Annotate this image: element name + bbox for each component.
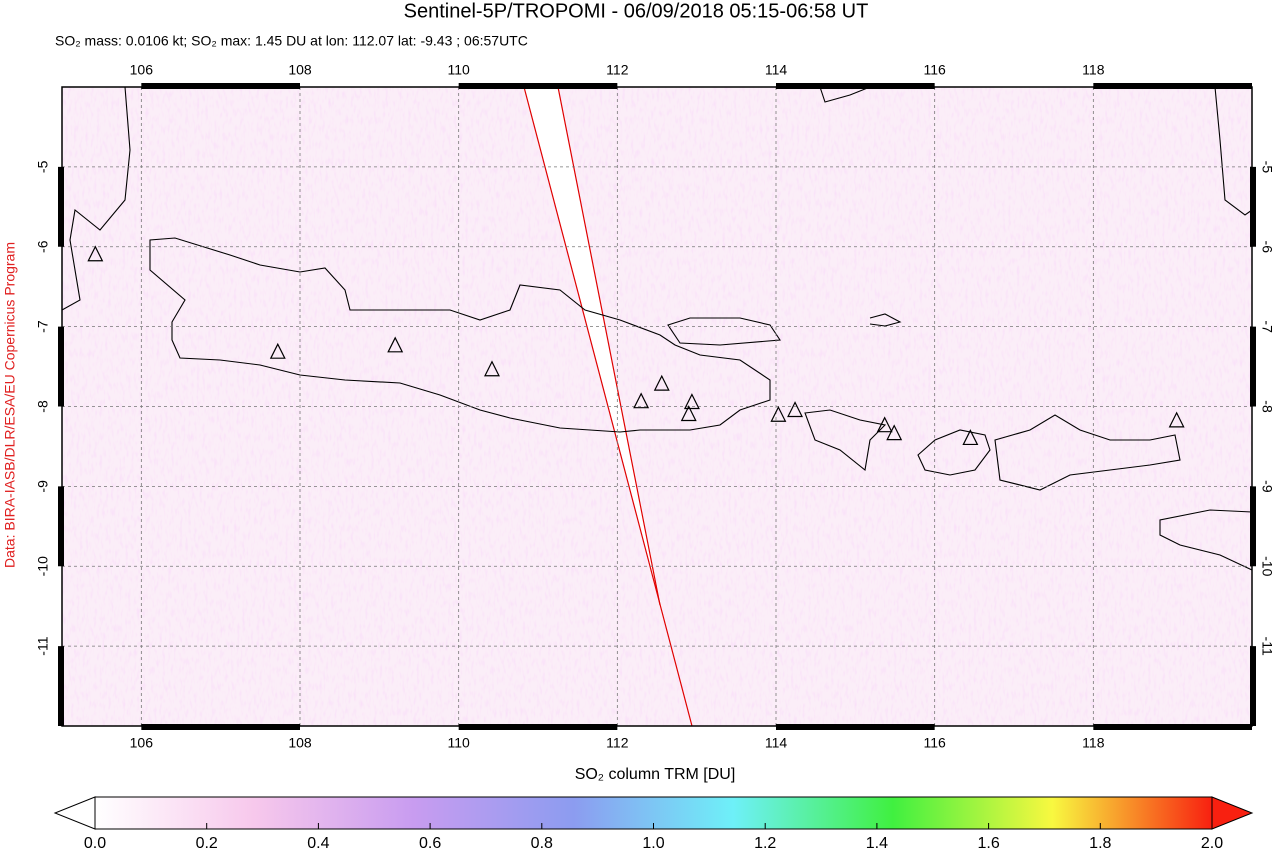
colorbar-tick-label: 1.8	[1089, 835, 1111, 852]
colorbar-over	[1211, 796, 1254, 830]
frame-bar	[1250, 326, 1256, 407]
coastline	[819, 86, 871, 103]
frame-bar	[458, 724, 618, 730]
frame-bar	[58, 646, 64, 726]
coastline	[804, 409, 887, 472]
coastline	[667, 317, 781, 346]
swath-edge	[557, 86, 661, 606]
volcano	[484, 360, 500, 377]
x-tick-label: 112	[606, 735, 629, 751]
frame-bar	[776, 83, 935, 89]
y-tick-label: -7	[1259, 320, 1272, 333]
frame-bar	[1093, 724, 1252, 730]
x-tick-label: 110	[448, 735, 471, 751]
y-tick-label: -5	[35, 160, 51, 173]
colorbar-tick-label: 1.6	[977, 835, 999, 852]
frame-bar	[1250, 486, 1256, 567]
subtitle: SO₂ mass: 0.0106 kt; SO₂ max: 1.45 DU at…	[55, 33, 528, 49]
x-tick-label: 108	[288, 735, 312, 751]
coastline	[1214, 86, 1253, 216]
colorbar-tick-label: 1.0	[642, 835, 664, 852]
coastline	[1159, 509, 1253, 571]
volcano	[876, 416, 893, 433]
volcano	[269, 342, 286, 359]
volcano	[770, 405, 787, 422]
volcano	[886, 424, 903, 441]
y-tick-label: -9	[35, 480, 51, 493]
y-tick-label: -11	[1259, 637, 1272, 656]
y-tick-label: -6	[35, 240, 51, 253]
x-tick-label: 114	[765, 735, 788, 751]
y-tick-label: -8	[1259, 400, 1272, 413]
coastline	[61, 86, 131, 311]
frame-bar	[1093, 83, 1252, 89]
volcano	[633, 392, 650, 409]
x-tick-label: 116	[924, 735, 947, 751]
volcano	[787, 401, 804, 418]
x-tick-label: 108	[288, 62, 312, 78]
coastline	[869, 313, 902, 327]
x-tick-label: 106	[130, 735, 154, 751]
volcano	[683, 393, 700, 410]
volcano	[680, 405, 697, 422]
frame-bar	[1250, 166, 1256, 247]
colorbar-tick-label: 0.4	[307, 835, 329, 852]
colorbar-tick-label: 2.0	[1201, 835, 1223, 852]
frame-bar	[141, 83, 300, 89]
colorbar-tick-label: 1.4	[866, 835, 888, 852]
y-tick-label: -10	[35, 556, 51, 576]
x-tick-label: 110	[448, 62, 471, 78]
volcano	[1168, 411, 1185, 428]
colorbar-tick-label: 0.6	[419, 835, 441, 852]
colorbar-under	[53, 796, 96, 830]
frame-bar	[776, 724, 935, 730]
colorbar-tick-label: 1.2	[754, 835, 776, 852]
frame-bar	[1250, 646, 1256, 726]
colorbar-tick-label: 0.2	[196, 835, 218, 852]
volcano	[653, 374, 670, 391]
frame-bar	[58, 326, 64, 407]
x-tick-label: 114	[765, 62, 788, 78]
frame-bar	[58, 166, 64, 247]
colorbar-label: SO₂ column TRM [DU]	[575, 766, 736, 783]
title: Sentinel-5P/TROPOMI - 06/09/2018 05:15-0…	[404, 0, 869, 22]
y-tick-label: -5	[1259, 161, 1272, 174]
y-tick-label: -11	[35, 636, 51, 655]
x-tick-label: 118	[1082, 735, 1105, 751]
colorbar-tick-label: 0.0	[84, 835, 106, 852]
x-tick-label: 106	[130, 62, 154, 78]
y-tick-label: -7	[35, 320, 51, 333]
frame-bar	[458, 83, 618, 89]
volcano	[962, 429, 979, 446]
volcano	[87, 245, 104, 262]
y-tick-label: -10	[1259, 556, 1272, 576]
x-tick-label: 112	[606, 62, 629, 78]
frame-bar	[58, 486, 64, 567]
colorbar-tick-label: 0.8	[531, 835, 553, 852]
coastline	[917, 429, 991, 476]
frame-bar	[141, 724, 300, 730]
x-tick-label: 118	[1082, 62, 1105, 78]
y-tick-label: -8	[35, 400, 51, 413]
volcano	[387, 336, 404, 353]
y-tick-label: -9	[1259, 480, 1272, 493]
x-tick-label: 116	[924, 62, 947, 78]
coastline	[994, 414, 1181, 491]
y-tick-label: -6	[1259, 241, 1272, 254]
map	[61, 86, 1253, 727]
credit: Data: BIRA-IASB/DLR/ESA/EU Copernicus Pr…	[2, 242, 18, 568]
coastline	[149, 237, 771, 433]
